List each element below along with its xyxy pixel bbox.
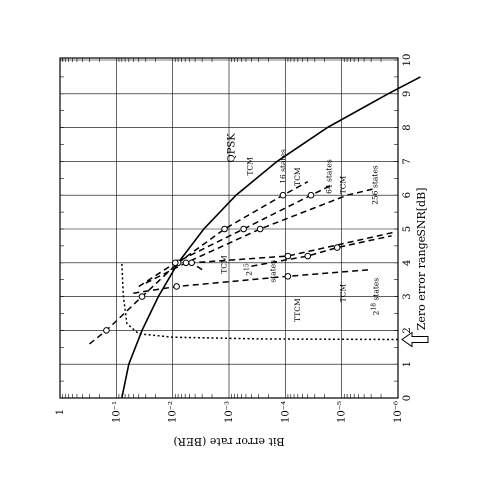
series-annotation: TCM [339, 284, 348, 303]
data-point [333, 244, 341, 251]
series-annotation: 215 [243, 263, 253, 276]
data-point [284, 252, 292, 260]
x-tick-label: 1 [402, 361, 413, 367]
series-annotation: 256 states [371, 165, 380, 204]
x-tick-label: 10 [402, 54, 413, 67]
series-annotation: states [268, 260, 277, 283]
x-tick-label: 3 [402, 293, 413, 299]
x-tick-label: 9 [402, 91, 413, 97]
series-line-tcm-64-states [138, 184, 333, 288]
data-point [284, 273, 292, 280]
y-axis-label: Bit error rate (BER) [173, 435, 284, 448]
series-line-qpsk [121, 76, 421, 399]
data-point [240, 225, 247, 233]
zero-error-label: Zero error range [415, 236, 428, 330]
x-axis-label: SNR[dB] [415, 188, 428, 237]
y-tick-label: 10⁻¹ [111, 401, 122, 423]
data-point [221, 225, 228, 233]
series-annotation: 16 states [278, 149, 287, 184]
data-point [304, 252, 312, 260]
zero-error-arrow [401, 331, 429, 348]
series-line-tcm-256-states [145, 187, 376, 284]
data-point [279, 191, 287, 199]
series-line-tcm-2-15-states [133, 268, 372, 294]
series-annotation: TCM [293, 167, 302, 186]
x-tick-label: 4 [402, 260, 413, 266]
series-annotation: 64 states [325, 159, 334, 194]
y-tick-label: 10⁻³ [224, 401, 235, 423]
series-line-extra [189, 231, 394, 271]
x-tick-label: 0 [402, 395, 413, 401]
x-tick-label: 6 [402, 192, 413, 198]
data-point [173, 283, 180, 290]
series-annotation: QPSK [226, 133, 237, 163]
y-tick-label: 10⁻² [168, 401, 179, 423]
data-point [171, 259, 179, 267]
data-point [256, 225, 264, 233]
data-point [307, 191, 315, 199]
series-annotation: TCM [339, 176, 348, 195]
x-tick-label: 7 [402, 158, 413, 164]
y-tick-label: 10⁻⁶ [393, 401, 404, 423]
series-line-ttcm [121, 262, 399, 341]
y-tick-label: 10⁻⁵ [337, 401, 348, 423]
x-tick-label: 5 [402, 226, 413, 232]
series-annotation: TCM [220, 255, 229, 274]
x-tick-label: 2 [402, 327, 413, 333]
data-point [103, 327, 110, 334]
y-tick-label: 1 [55, 409, 66, 415]
x-tick-label: 8 [402, 124, 413, 130]
series-annotation: 218 states [371, 278, 381, 316]
series-annotation: TCM [246, 157, 255, 176]
y-tick-label: 10⁻⁴ [280, 401, 291, 423]
series-annotation: TTCM [293, 298, 302, 322]
data-point [138, 293, 146, 300]
data-point [182, 259, 190, 267]
data-point [188, 259, 195, 267]
series-line-tcm-2-18-states [251, 235, 392, 267]
